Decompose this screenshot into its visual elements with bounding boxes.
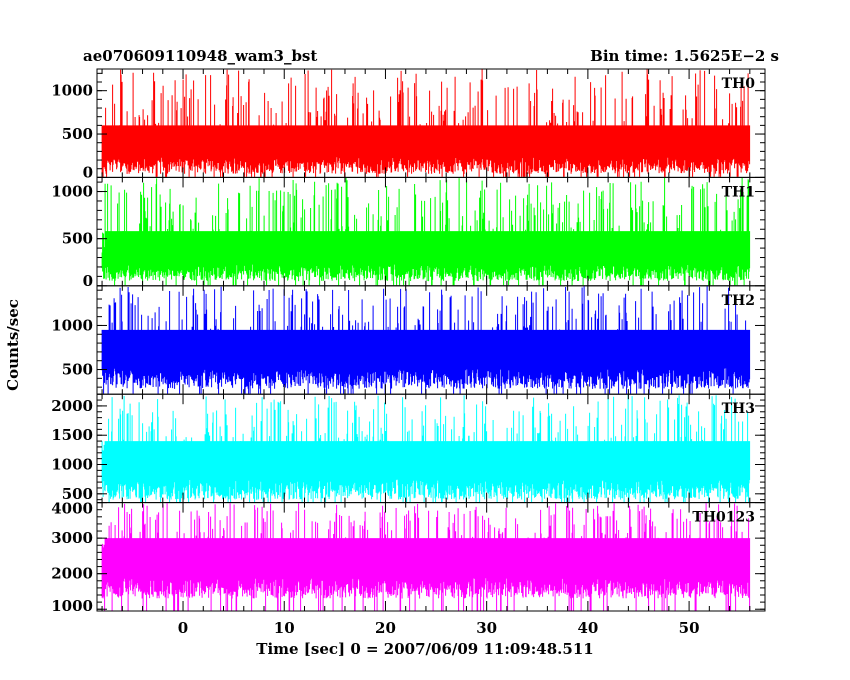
- series-th1-trace: [101, 177, 751, 286]
- y-tick-label: 4000: [51, 500, 93, 518]
- y-tick-label: 1000: [51, 316, 93, 334]
- x-tick-label: 30: [476, 619, 497, 637]
- y-tick-label: 0: [83, 272, 93, 290]
- series-th3-trace: [101, 394, 751, 503]
- x-tick-label: 50: [679, 619, 700, 637]
- panel-label-th0123: TH0123: [692, 510, 755, 526]
- y-tick-label: 500: [62, 230, 93, 248]
- y-tick-label: 1000: [51, 183, 93, 201]
- series-th0123-trace: [101, 503, 751, 611]
- x-tick-label: 20: [375, 619, 396, 637]
- chart-title: ae070609110948_wam3_bst: [83, 47, 317, 65]
- y-tick-label: 1500: [51, 426, 93, 444]
- y-axis-title: Counts/sec: [4, 299, 22, 391]
- y-tick-label: 1000: [51, 82, 93, 100]
- panel-label-th3: TH3: [722, 401, 755, 417]
- y-tick-label: 1000: [51, 456, 93, 474]
- y-tick-label: 0: [83, 163, 93, 181]
- y-tick-label: 3000: [51, 529, 93, 547]
- panel-label-th1: TH1: [722, 184, 755, 200]
- x-tick-label: 0: [178, 619, 188, 637]
- y-tick-label: 500: [62, 361, 93, 379]
- bin-time-label: Bin time: 1.5625E−2 s: [590, 47, 779, 65]
- panel-label-th2: TH2: [722, 293, 755, 309]
- x-axis-title: Time [sec] 0 = 2007/06/09 11:09:48.511: [256, 640, 593, 658]
- y-tick-label: 1000: [51, 597, 93, 615]
- x-tick-label: 40: [577, 619, 598, 637]
- series-th2-trace: [101, 286, 751, 394]
- y-tick-label: 500: [62, 125, 93, 143]
- series-th0-trace: [101, 69, 751, 177]
- x-tick-label: 10: [274, 619, 295, 637]
- y-tick-label: 2000: [51, 397, 93, 415]
- y-tick-label: 500: [62, 485, 93, 503]
- panel-frame-th0123: [96, 502, 766, 612]
- panel-label-th0: TH0: [722, 76, 756, 92]
- y-tick-label: 2000: [51, 565, 93, 583]
